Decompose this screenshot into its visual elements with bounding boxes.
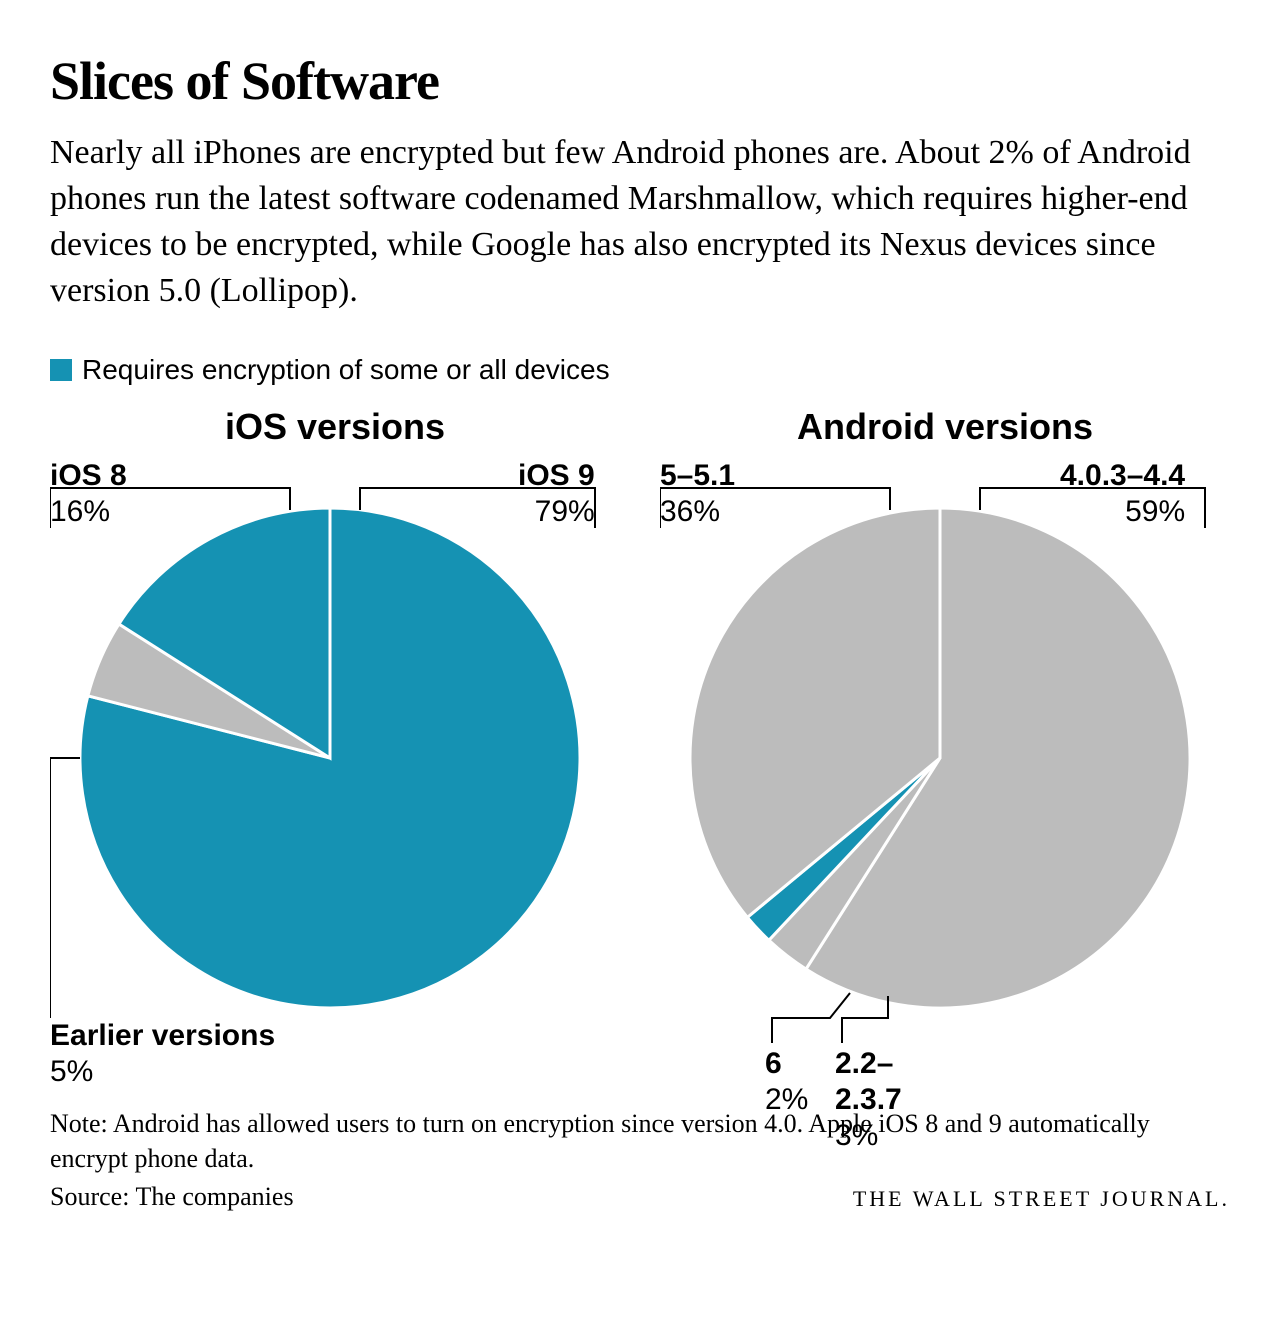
slice-label-name: 6 [765, 1046, 808, 1082]
slice-label: Earlier versions5% [50, 1018, 275, 1090]
android-pie-svg [660, 458, 1220, 1078]
slice-label-name: iOS 9 [518, 458, 595, 494]
slice-label-pct: 59% [1060, 494, 1185, 530]
chart-subtitle: Nearly all iPhones are encrypted but few… [50, 130, 1230, 314]
legend-swatch [50, 359, 72, 381]
ios-chart-area: iOS 816%iOS 979%Earlier versions5% [50, 458, 610, 1078]
slice-label: iOS 816% [50, 458, 127, 530]
charts-row: iOS versions iOS 816% iOS 979% Earlier ver… [50, 406, 1230, 1078]
slice-label-pct: 16% [50, 494, 127, 530]
android-chart-column: Android versions 5–5.136%4.0.3–4.459%62%… [660, 406, 1230, 1078]
slice-label: 62% [765, 1046, 808, 1118]
source-text: Source: The companies [50, 1182, 294, 1212]
slice-label-pct: 2% [765, 1082, 808, 1118]
source-row: Source: The companies THE WALL STREET JO… [50, 1182, 1230, 1212]
slice-label-pct: 3% [835, 1118, 902, 1154]
android-chart-title: Android versions [660, 406, 1230, 448]
slice-label-pct: 36% [660, 494, 735, 530]
slice-label-name: 5–5.1 [660, 458, 735, 494]
slice-label: iOS 979% [518, 458, 595, 530]
slice-label: 5–5.136% [660, 458, 735, 530]
slice-label-pct: 79% [518, 494, 595, 530]
leader-line [772, 993, 850, 1043]
android-chart-area: 5–5.136%4.0.3–4.459%62%2.2–2.3.73% [660, 458, 1220, 1078]
slice-label-pct: 5% [50, 1054, 275, 1090]
slice-label-name: 4.0.3–4.4 [1060, 458, 1185, 494]
chart-title: Slices of Software [50, 50, 1230, 112]
ios-chart-title: iOS versions [50, 406, 620, 448]
footnote: Note: Android has allowed users to turn … [50, 1106, 1230, 1176]
slice-label: 4.0.3–4.459% [1060, 458, 1185, 530]
brand-text: THE WALL STREET JOURNAL. [853, 1186, 1230, 1212]
slice-label-name: Earlier versions [50, 1018, 275, 1054]
ios-pie-svg [50, 458, 610, 1078]
slice-label-name: 2.2–2.3.7 [835, 1046, 902, 1118]
slice-label: 2.2–2.3.73% [835, 1046, 902, 1154]
legend: Requires encryption of some or all devic… [50, 354, 1230, 386]
legend-text: Requires encryption of some or all devic… [82, 354, 610, 386]
slice-label-name: iOS 8 [50, 458, 127, 494]
ios-chart-column: iOS versions iOS 816% iOS 979% Earlier ver… [50, 406, 620, 1078]
leader-line [50, 758, 80, 1018]
leader-line [842, 996, 888, 1043]
